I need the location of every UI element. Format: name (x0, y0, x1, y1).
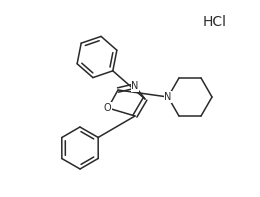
Text: HCl: HCl (203, 15, 227, 29)
Text: O: O (103, 103, 111, 113)
Text: N: N (131, 81, 139, 91)
Text: N: N (164, 92, 172, 102)
